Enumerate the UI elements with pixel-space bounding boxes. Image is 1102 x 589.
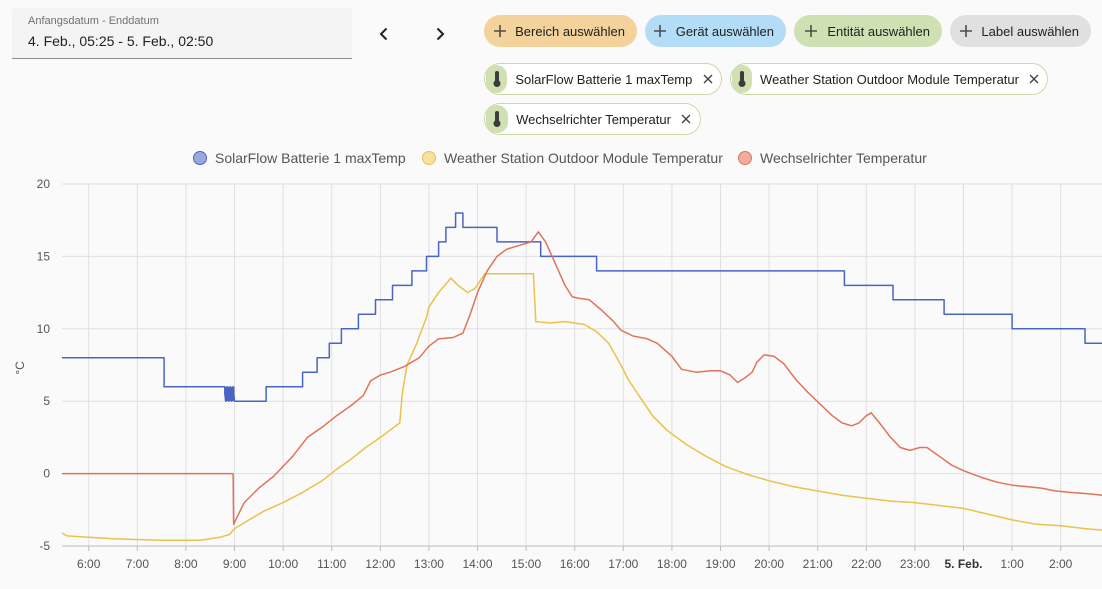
x-tick-label: 9:00 [223, 557, 247, 571]
x-tick-label: 22:00 [851, 557, 881, 571]
label-picker-label: Label auswählen [981, 23, 1079, 39]
x-tick-label: 5. Feb. [944, 557, 982, 571]
chart-grid [62, 183, 1102, 551]
plus-icon [802, 21, 819, 41]
entity-picker-button[interactable]: Entität auswählen [794, 15, 942, 47]
chevron-left-icon [379, 27, 388, 41]
remove-entity-button[interactable] [681, 112, 692, 126]
y-tick-label: -5 [39, 539, 50, 553]
plus-icon [653, 21, 668, 41]
legend-label: Weather Station Outdoor Module Temperatu… [444, 150, 723, 166]
previous-period-button[interactable] [368, 18, 400, 50]
x-tick-label: 7:00 [126, 557, 150, 571]
x-tick-label: 14:00 [462, 557, 492, 571]
y-tick-label: 20 [37, 177, 51, 191]
next-period-button[interactable] [424, 18, 456, 50]
plus-icon [492, 21, 507, 41]
date-range-value[interactable]: 4. Feb., 05:25 - 5. Feb., 02:50 [28, 33, 214, 49]
y-axis-ticks: -5 0 5 10 15 20 [37, 177, 51, 553]
entity-chip-weather-station[interactable]: Weather Station Outdoor Module Temperatu… [730, 63, 1048, 95]
thermometer-icon [732, 65, 753, 93]
x-tick-label: 19:00 [705, 557, 735, 571]
series-line-1 [61, 273, 1102, 541]
x-tick-label: 18:00 [657, 557, 687, 571]
legend-swatch [193, 151, 207, 165]
plus-icon [958, 21, 973, 41]
area-picker-label: Bereich auswählen [515, 23, 625, 39]
x-tick-label: 10:00 [268, 557, 298, 571]
x-tick-label: 20:00 [754, 557, 784, 571]
y-axis-label: °C [13, 361, 27, 375]
x-tick-label: 17:00 [608, 557, 638, 571]
x-tick-label: 8:00 [174, 557, 198, 571]
chevron-right-icon [436, 27, 445, 41]
thermometer-icon [486, 65, 508, 93]
chart-series [61, 212, 1102, 541]
x-tick-label: 23:00 [900, 557, 930, 571]
legend-label: SolarFlow Batterie 1 maxTemp [215, 150, 406, 166]
y-tick-label: 15 [37, 249, 51, 263]
x-tick-label: 1:00 [1000, 557, 1024, 571]
y-tick-label: 10 [37, 322, 51, 336]
entity-chip-label: Weather Station Outdoor Module Temperatu… [760, 71, 1019, 87]
entity-chip-solarflow[interactable]: SolarFlow Batterie 1 maxTemp [484, 63, 722, 95]
remove-entity-button[interactable] [1029, 72, 1039, 86]
series-line-2 [62, 231, 1102, 526]
x-tick-label: 6:00 [77, 557, 101, 571]
x-tick-label: 21:00 [803, 557, 833, 571]
x-tick-label: 11:00 [317, 557, 346, 571]
entity-picker-label: Entität auswählen [827, 23, 930, 39]
x-axis-ticks: 6:00 7:00 8:00 9:00 10:00 11:00 12:00 13:00 14:0… [77, 557, 1073, 571]
y-tick-label: 0 [43, 467, 50, 481]
label-picker-button[interactable]: Label auswählen [950, 15, 1091, 47]
remove-entity-button[interactable] [702, 72, 713, 86]
legend-item-inverter[interactable]: Wechselrichter Temperatur [738, 150, 927, 166]
thermometer-icon [486, 105, 509, 133]
legend-label: Wechselrichter Temperatur [760, 150, 927, 166]
date-range-field[interactable]: Anfangsdatum - Enddatum 4. Feb., 05:25 -… [12, 8, 352, 59]
date-range-label: Anfangsdatum - Enddatum [28, 15, 159, 27]
device-picker-label: Gerät auswählen [675, 23, 774, 39]
legend-item-weather-station[interactable]: Weather Station Outdoor Module Temperatu… [422, 150, 723, 166]
x-tick-label: 12:00 [365, 557, 395, 571]
entity-chip-inverter[interactable]: Wechselrichter Temperatur [484, 103, 701, 135]
series-dense-block [224, 386, 235, 402]
entity-chip-label: Wechselrichter Temperatur [516, 111, 671, 127]
area-picker-button[interactable]: Bereich auswählen [484, 15, 637, 47]
x-tick-label: 16:00 [560, 557, 590, 571]
legend-item-solarflow[interactable]: SolarFlow Batterie 1 maxTemp [193, 150, 406, 166]
legend-swatch [738, 151, 752, 165]
x-tick-label: 2:00 [1049, 557, 1073, 571]
x-tick-label: 15:00 [511, 557, 541, 571]
legend-swatch [422, 151, 436, 165]
x-tick-label: 13:00 [414, 557, 444, 571]
device-picker-button[interactable]: Gerät auswählen [645, 15, 786, 47]
chart-legend: SolarFlow Batterie 1 maxTemp Weather Sta… [0, 150, 1102, 170]
entity-chip-label: SolarFlow Batterie 1 maxTemp [515, 71, 693, 87]
y-tick-label: 5 [43, 394, 50, 408]
series-line-0 [62, 212, 1102, 402]
